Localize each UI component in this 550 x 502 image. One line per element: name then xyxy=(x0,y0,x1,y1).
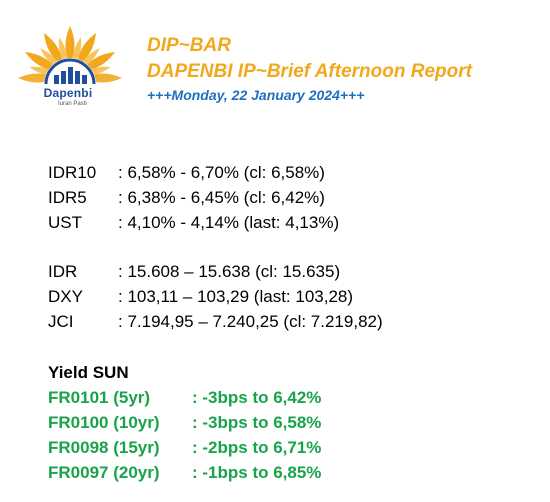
sun-row-fr0097: FR0097 (20yr) : -1bps to 6,85% xyxy=(48,460,321,485)
row-value: : 6,58% - 6,70% (cl: 6,58%) xyxy=(118,163,325,182)
market-row-dxy: DXY : 103,11 – 103,29 (last: 103,28) xyxy=(48,284,383,309)
logo-name: Dapenbi xyxy=(43,86,93,100)
logo-tagline: Iuran Pasti xyxy=(58,101,87,107)
sun-row-fr0101: FR0101 (5yr) : -3bps to 6,42% xyxy=(48,385,321,410)
row-value: : 6,38% - 6,45% (cl: 6,42%) xyxy=(118,188,325,207)
yield-sun-title: Yield SUN xyxy=(48,363,129,382)
row-label: IDR10 xyxy=(48,163,97,182)
sun-label: FR0098 (15yr) xyxy=(48,438,160,457)
sun-value: : -3bps to 6,42% xyxy=(192,388,322,407)
report-title: DIP~BAR xyxy=(147,35,231,56)
row-value: : 15.608 – 15.638 (cl: 15.635) xyxy=(118,262,341,281)
yield-row-idr10: IDR10 : 6,58% - 6,70% (cl: 6,58%) xyxy=(48,160,339,185)
row-value: : 7.194,95 – 7.240,25 (cl: 7.219,82) xyxy=(118,312,383,331)
yield-row-ust: UST : 4,10% - 4,14% (last: 4,13%) xyxy=(48,210,339,235)
row-label: UST xyxy=(48,213,82,232)
sun-label: FR0097 (20yr) xyxy=(48,463,160,482)
yield-row-idr5: IDR5 : 6,38% - 6,45% (cl: 6,42%) xyxy=(48,185,339,210)
report-header: DIP~BAR DAPENBI IP~Brief Afternoon Repor… xyxy=(147,34,472,104)
sun-label: FR0101 (5yr) xyxy=(48,388,151,407)
dapenbi-logo xyxy=(14,18,126,130)
bond-yields-section: IDR10 : 6,58% - 6,70% (cl: 6,58%) IDR5 :… xyxy=(48,160,339,235)
market-row-idr: IDR : 15.608 – 15.638 (cl: 15.635) xyxy=(48,259,383,284)
sun-value: : -1bps to 6,85% xyxy=(192,463,322,482)
row-label: IDR5 xyxy=(48,188,87,207)
sunburst-logo-icon xyxy=(18,26,122,85)
sun-value: : -3bps to 6,58% xyxy=(192,413,322,432)
sun-row-fr0100: FR0100 (10yr) : -3bps to 6,58% xyxy=(48,410,321,435)
row-value: : 4,10% - 4,14% (last: 4,13%) xyxy=(118,213,340,232)
sun-label: FR0100 (10yr) xyxy=(48,413,160,432)
report-date: +++Monday, 22 January 2024+++ xyxy=(147,87,365,103)
row-label: IDR xyxy=(48,262,78,281)
sun-row-fr0098: FR0098 (15yr) : -2bps to 6,71% xyxy=(48,435,321,460)
market-row-jci: JCI : 7.194,95 – 7.240,25 (cl: 7.219,82) xyxy=(48,309,383,334)
sun-value: : -2bps to 6,71% xyxy=(192,438,322,457)
markets-section: IDR : 15.608 – 15.638 (cl: 15.635) DXY :… xyxy=(48,259,383,334)
row-label: DXY xyxy=(48,287,83,306)
yield-sun-section: Yield SUN FR0101 (5yr) : -3bps to 6,42% … xyxy=(48,360,321,485)
row-value: : 103,11 – 103,29 (last: 103,28) xyxy=(118,287,354,306)
row-label: JCI xyxy=(48,312,74,331)
report-subtitle: DAPENBI IP~Brief Afternoon Report xyxy=(147,61,472,82)
